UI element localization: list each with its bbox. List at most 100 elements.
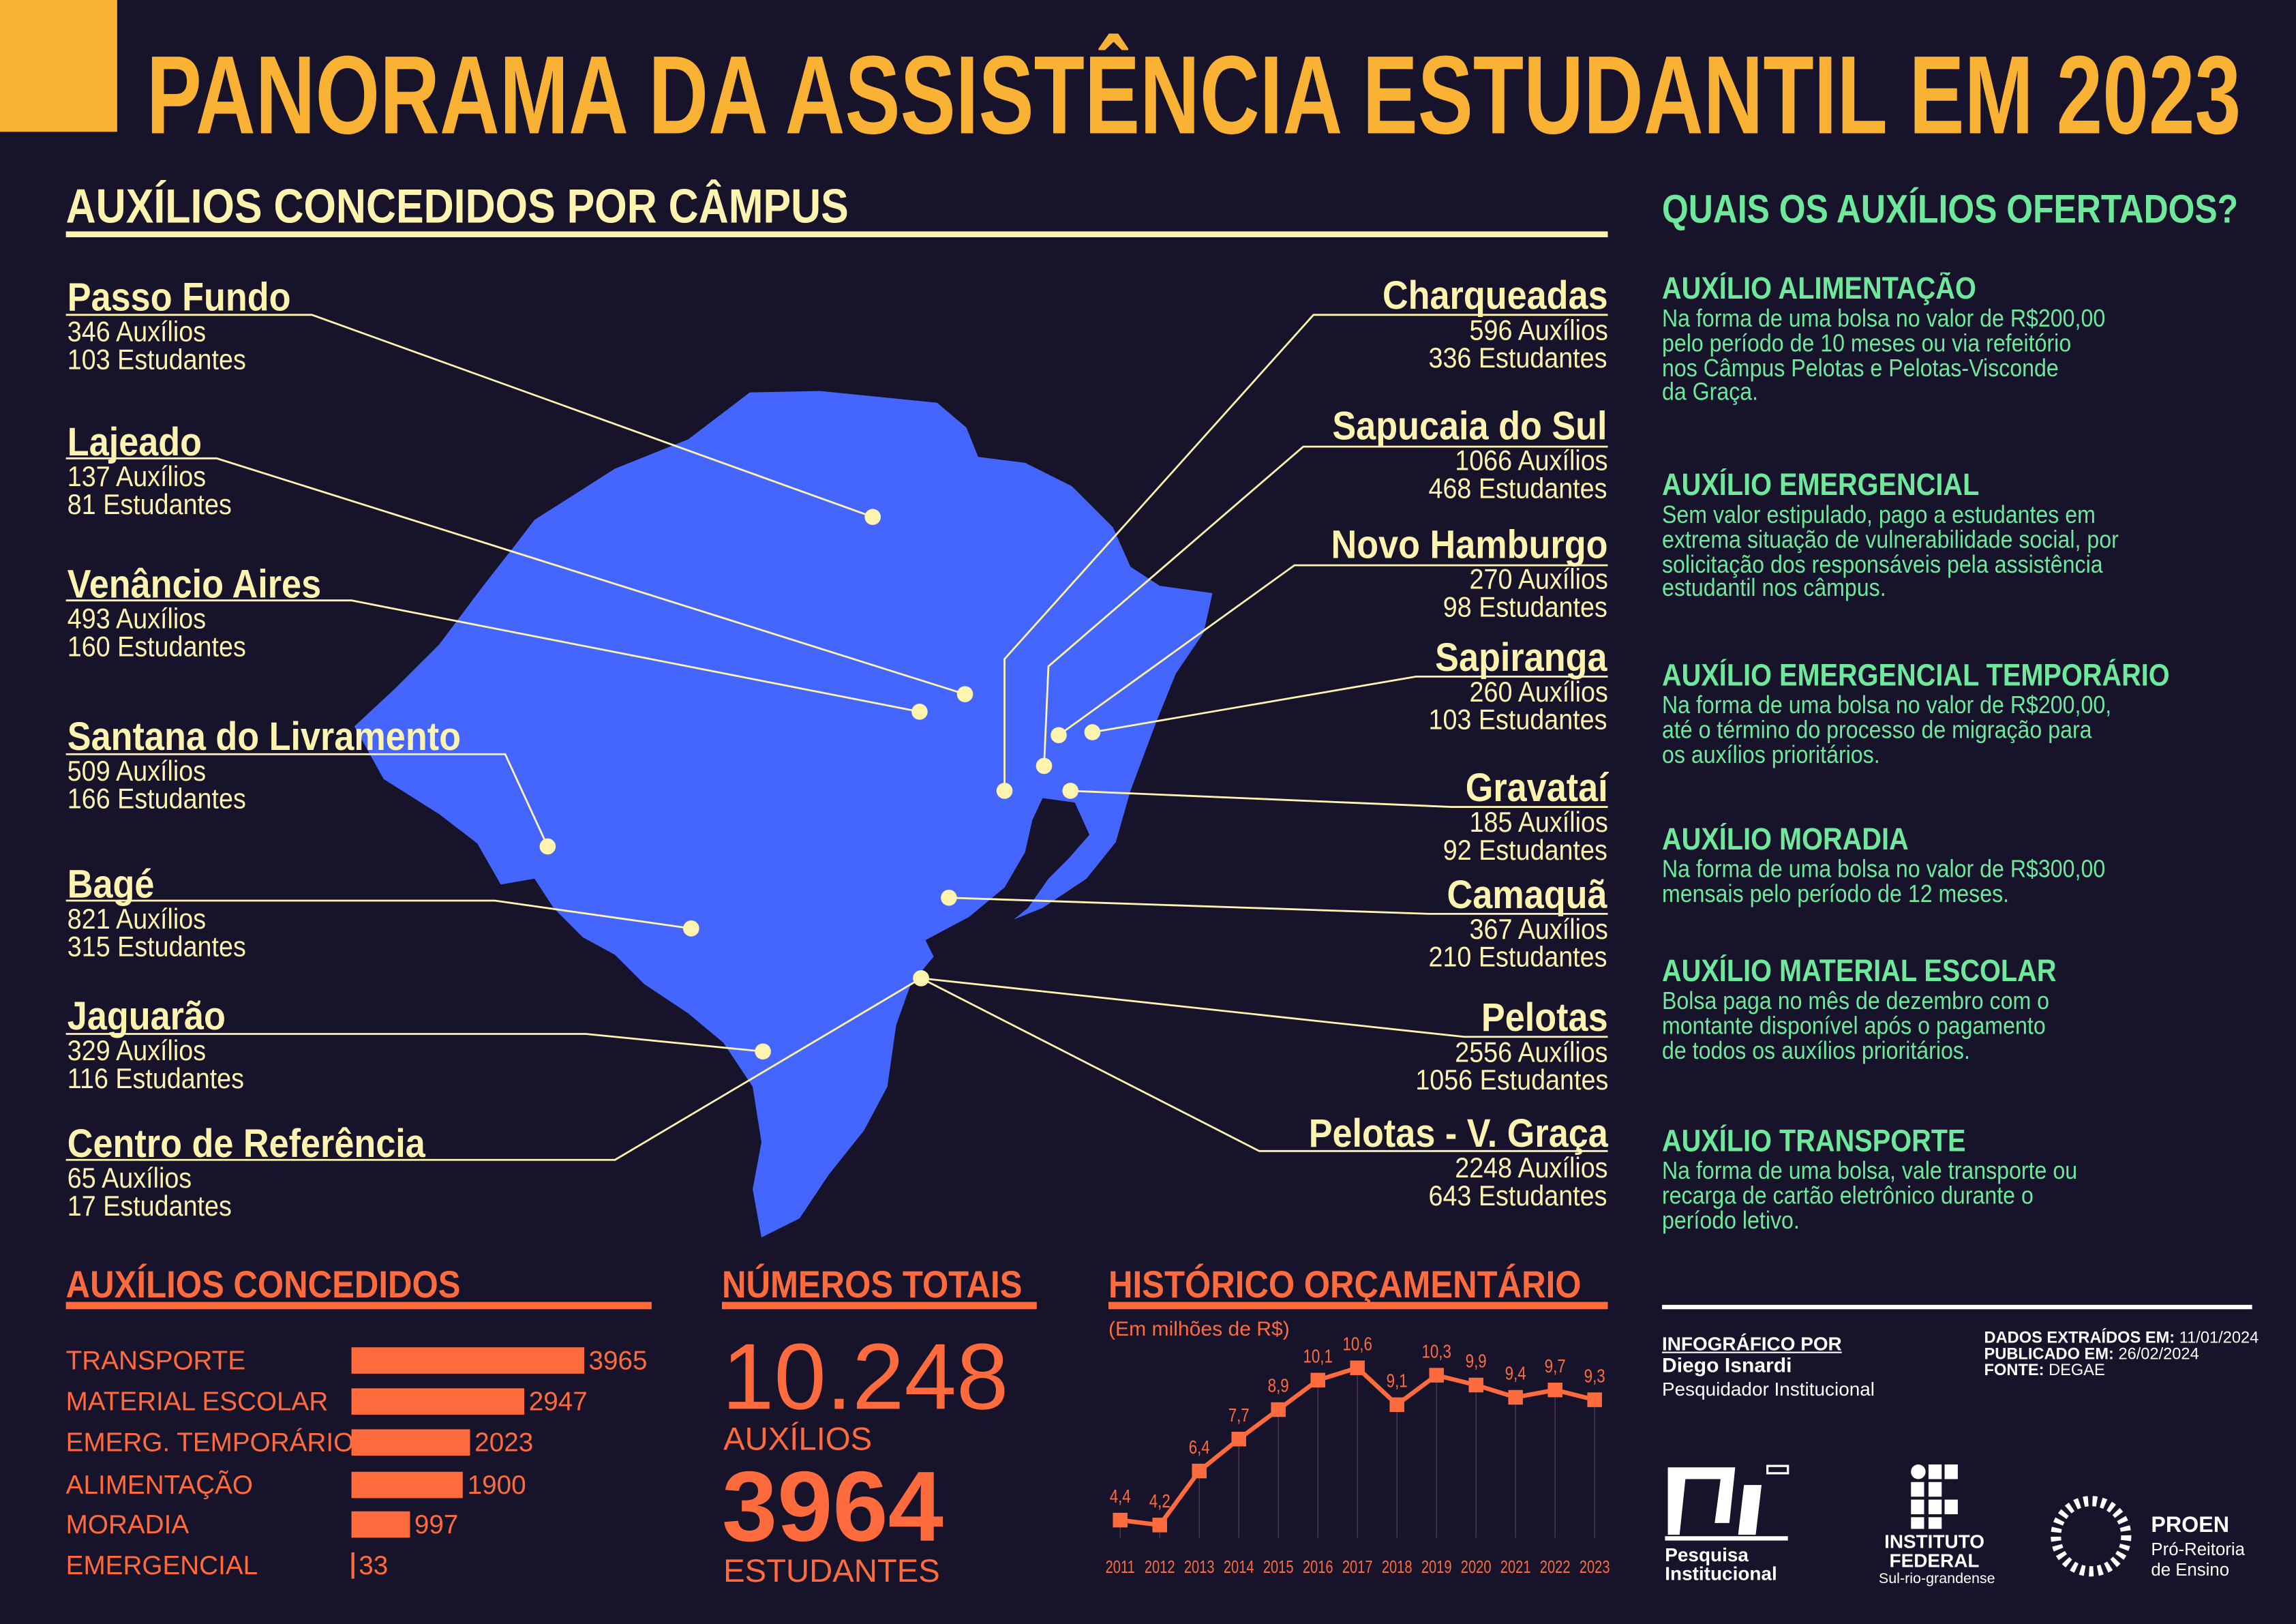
leader-line (65, 1033, 764, 1053)
offer-title-text: AUXÍLIO EMERGENCIAL TEMPORÁRIO (1661, 659, 2170, 693)
bar-label: EMERG. TEMPORÁRIO (65, 1428, 354, 1458)
offer-description: Na forma de uma bolsa no valor de R$300,… (1661, 855, 2106, 908)
data-label: 10,3 (1421, 1341, 1451, 1362)
campus-estudantes: 103 Estudantes (67, 344, 316, 377)
offers-title: QUAIS OS AUXÍLIOS OFERTADOS? (1662, 187, 2296, 233)
bar-chart-underline (65, 1302, 652, 1310)
leader-line (948, 897, 1608, 915)
data-label: 9,9 (1466, 1351, 1487, 1372)
campus-name-text: Charqueadas (1382, 273, 1608, 318)
campus-auxilios: 596 Auxílios (1357, 317, 1607, 346)
campus-dot (941, 889, 957, 906)
campus-auxilios: 2248 Auxílios (1275, 1152, 1608, 1185)
instituto-federal-logo (1911, 1464, 1958, 1529)
leader-line (65, 314, 873, 518)
data-point (1508, 1389, 1523, 1405)
campus-estudantes-text: 468 Estudantes (1429, 472, 1608, 506)
x-tick-label: 2014 (1224, 1557, 1254, 1577)
campus-estudantes-text: 1056 Estudantes (1415, 1064, 1608, 1097)
x-tick-label: 2021 (1500, 1557, 1531, 1577)
campus-auxilios: 185 Auxílios (1425, 809, 1607, 838)
campus-dot (996, 783, 1013, 799)
bar-value-label: 997 (414, 1509, 459, 1539)
published-date: 26/02/2024 (2118, 1346, 2199, 1364)
x-tick-label: 2023 (1580, 1557, 1610, 1577)
data-point (1192, 1463, 1207, 1479)
campus-dot (1062, 783, 1079, 799)
x-tick-label: 2013 (1184, 1557, 1215, 1577)
campus-auxilios: 65 Auxílios (67, 1164, 465, 1194)
campus-auxilios: 329 Auxílios (67, 1035, 264, 1068)
proen-line2: de Ensino (2151, 1559, 2230, 1580)
total-estudantes-value: 3964 (721, 1451, 943, 1563)
campus-estudantes: 468 Estudantes (1303, 472, 1608, 506)
campus-estudantes: 116 Estudantes (67, 1063, 264, 1096)
bar (351, 1511, 410, 1538)
campus-estudantes-text: 81 Estudantes (67, 489, 232, 522)
campus-label: Pelotas 2556 Auxílios 1056 Estudantes (1393, 996, 1608, 1097)
campus-estudantes-text: 116 Estudantes (67, 1063, 245, 1096)
campus-estudantes: 166 Estudantes (67, 783, 504, 816)
extracted-date: 11/01/2024 (2179, 1329, 2259, 1348)
proen-circle-logo (2051, 1496, 2132, 1577)
offer-description: Na forma de uma bolsa no valor de R$200,… (1661, 691, 2112, 768)
bar-label: ALIMENTAÇÃO (65, 1470, 253, 1500)
data-label: 9,7 (1545, 1356, 1566, 1377)
leader-line (65, 977, 922, 1161)
campus-name-text: Gravataí (1465, 766, 1608, 810)
campus-label: Jaguarão 329 Auxílios 116 Estudantes (67, 994, 264, 1094)
credit-label: INFOGRÁFICO POR (1661, 1332, 1842, 1355)
campus-name-text: Venâncio Aires (67, 562, 322, 607)
campus-name: Pelotas - V. Graça (1275, 1111, 1607, 1155)
campus-auxilios: 137 Auxílios (67, 461, 250, 494)
campus-label: Pelotas - V. Graça 2248 Auxílios 643 Est… (1275, 1111, 1608, 1211)
if-logo-text: INSTITUTO FEDERAL Sul-rio-grandense (1879, 1532, 1995, 1589)
line-chart-title-text: HISTÓRICO ORÇAMENTÁRIO (1108, 1262, 1582, 1307)
data-point (1468, 1377, 1483, 1393)
bar-chart-title: AUXÍLIOS CONCEDIDOS (66, 1263, 515, 1308)
offer-item: AUXÍLIO TRANSPORTE Na forma de uma bolsa,… (1662, 1125, 2277, 1234)
campus-estudantes-text: 103 Estudantes (67, 344, 246, 377)
offer-title: AUXÍLIO EMERGENCIAL (1662, 468, 2277, 504)
campus-name: Gravataí (1425, 766, 1608, 809)
campus-dot (683, 920, 699, 937)
campus-name-text: Bagé (67, 862, 155, 907)
offer-title: AUXÍLIO ALIMENTAÇÃO (1662, 273, 2277, 308)
campus-auxilios-text: 329 Auxílios (67, 1035, 207, 1068)
campus-name: Sapiranga (1409, 635, 1607, 679)
bar (351, 1552, 354, 1579)
campus-dot (1084, 724, 1101, 740)
bar-label: EMERGENCIAL (65, 1550, 258, 1580)
campus-name-text: Novo Hamburgo (1331, 522, 1608, 567)
leader-line (65, 457, 965, 695)
line-chart-underline (1108, 1302, 1608, 1310)
campus-name: Pelotas (1393, 996, 1608, 1040)
leader-line (1070, 790, 1608, 808)
offer-item: AUXÍLIO ALIMENTAÇÃO Na forma de uma bolsa… (1662, 273, 2277, 406)
campus-name-text: Camaquã (1447, 873, 1608, 917)
campus-name: Sapucaia do Sul (1303, 404, 1607, 448)
data-point (1350, 1360, 1365, 1376)
campus-auxilios-text: 260 Auxílios (1469, 676, 1608, 709)
campus-auxilios-text: 2248 Auxílios (1455, 1152, 1608, 1185)
campus-label: Charqueadas 596 Auxílios 336 Estudantes (1357, 273, 1608, 374)
campus-estudantes-text: 160 Estudantes (67, 631, 246, 664)
campus-label: Centro de Referência 65 Auxílios 17 Estu… (67, 1122, 465, 1221)
bar-value-label: 2947 (528, 1387, 588, 1417)
x-tick-label: 2018 (1382, 1557, 1413, 1577)
totals-underline (721, 1302, 1037, 1310)
campus-name: Jaguarão (67, 994, 264, 1038)
campus-name: Venâncio Aires (67, 562, 350, 606)
campus-label: Camaquã 367 Auxílios 210 Estudantes (1409, 873, 1607, 972)
data-point (1310, 1372, 1325, 1388)
published-line: PUBLICADO EM: 26/02/2024 (1984, 1347, 2259, 1364)
campus-auxilios-text: 137 Auxílios (67, 461, 207, 494)
data-point (1587, 1392, 1602, 1407)
campus-estudantes: 1056 Estudantes (1393, 1064, 1608, 1097)
campus-estudantes-text: 166 Estudantes (67, 783, 246, 816)
bar-label: TRANSPORTE (65, 1346, 246, 1375)
data-point (1389, 1397, 1404, 1413)
campus-name: Camaquã (1409, 873, 1608, 917)
campus-auxilios: 346 Auxílios (67, 318, 316, 347)
